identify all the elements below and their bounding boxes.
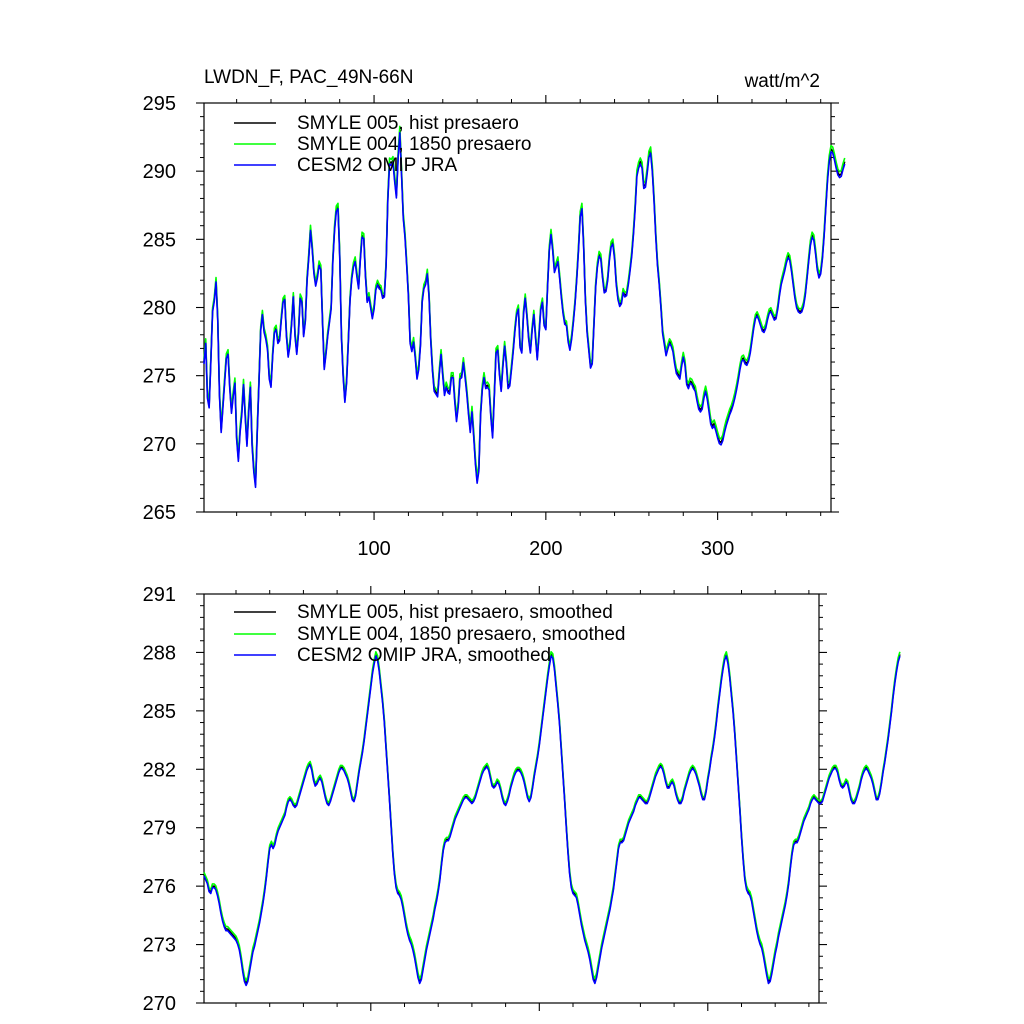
top-x-tick-labels: 100 200 300 — [357, 538, 734, 560]
bottom-legend-label-3: CESM2 OMIP JRA, smoothed — [297, 645, 551, 666]
top-xtick-label: 300 — [701, 538, 734, 560]
top-axis-ticks — [196, 95, 839, 520]
bottom-series-line-smyle-005 — [203, 653, 901, 985]
bottom-ytick-label: 291 — [143, 584, 176, 606]
top-series-line-cesm2-omip-jra — [203, 132, 846, 489]
top-legend-label-1: SMYLE 005, hist presaero — [297, 113, 519, 134]
bottom-plot-frame — [203, 593, 820, 1004]
bottom-ytick-label: 288 — [143, 642, 176, 664]
top-ytick-label: 275 — [143, 366, 176, 388]
top-panel-title: LWDN_F, PAC_49N-66N — [204, 67, 413, 88]
bottom-ytick-label: 279 — [143, 818, 176, 840]
bottom-series-line-smyle-004 — [203, 651, 901, 982]
top-ytick-label: 285 — [143, 229, 176, 251]
bottom-ytick-label: 276 — [143, 876, 176, 898]
bottom-ytick-label: 285 — [143, 701, 176, 723]
top-ytick-label: 270 — [143, 434, 176, 456]
top-panel-units: watt/m^2 — [744, 71, 820, 92]
bottom-y-tick-labels: 270 273 276 279 282 285 288 291 — [143, 584, 176, 1015]
bottom-legend: SMYLE 005, hist presaero, smoothed SMYLE… — [234, 602, 625, 666]
bottom-legend-label-2: SMYLE 004, 1850 presaero, smoothed — [297, 624, 625, 645]
top-ytick-label: 265 — [143, 502, 176, 524]
top-legend-label-2: SMYLE 004, 1850 presaero — [297, 134, 532, 155]
bottom-panel: 270 273 276 279 282 285 288 291 SMYLE 005, hist… — [143, 584, 901, 1015]
bottom-series-group — [203, 651, 901, 987]
bottom-ytick-label: 282 — [143, 759, 176, 781]
top-ytick-label: 280 — [143, 298, 176, 320]
top-legend: SMYLE 005, hist presaero SMYLE 004, 1850… — [234, 113, 532, 176]
bottom-ytick-label: 273 — [143, 935, 176, 957]
top-xtick-label: 200 — [529, 538, 562, 560]
top-ytick-label: 290 — [143, 161, 176, 183]
top-y-tick-labels: 265 270 275 280 285 290 295 — [143, 93, 176, 524]
bottom-legend-label-1: SMYLE 005, hist presaero, smoothed — [297, 602, 613, 623]
top-legend-label-3: CESM2 OMIP JRA — [297, 155, 457, 176]
top-xtick-label: 100 — [357, 538, 390, 560]
bottom-ytick-label: 270 — [143, 993, 176, 1015]
bottom-series-line-cesm2-omip-jra — [203, 655, 901, 987]
top-ytick-label: 295 — [143, 93, 176, 115]
top-panel: LWDN_F, PAC_49N-66N watt/m^2 265 270 275 28… — [143, 67, 846, 560]
top-series-group — [203, 125, 846, 489]
